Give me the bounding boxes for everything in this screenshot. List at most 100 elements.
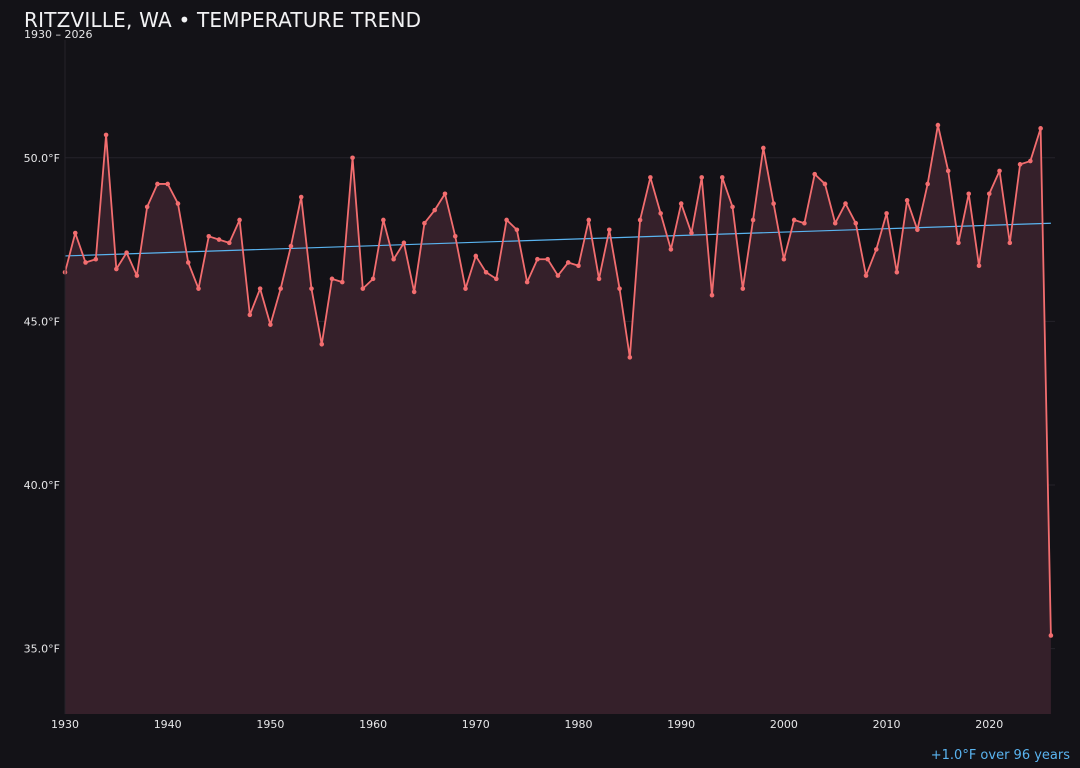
data-point	[411, 289, 417, 295]
data-point	[627, 355, 633, 360]
data-point	[555, 273, 561, 278]
trend-line-segment	[64, 222, 1051, 257]
x-tick-label: 1930	[51, 718, 79, 731]
data-point	[483, 270, 489, 275]
data-point	[175, 201, 181, 206]
data-point	[288, 243, 294, 249]
trend-line	[64, 222, 1051, 257]
data-point	[83, 260, 88, 265]
data-point	[350, 155, 355, 161]
data-point	[93, 256, 99, 262]
data-point	[247, 312, 253, 318]
data-point	[257, 286, 263, 291]
data-point	[565, 260, 571, 265]
data-point	[237, 217, 242, 223]
data-point	[822, 181, 828, 187]
data-point	[915, 227, 920, 233]
data-point	[668, 247, 674, 252]
data-point	[452, 234, 458, 239]
data-point	[545, 256, 550, 262]
data-point	[1007, 240, 1013, 246]
data-point	[648, 175, 653, 180]
x-tick-label: 1980	[564, 718, 592, 731]
data-point	[1038, 126, 1043, 131]
data-point	[278, 286, 283, 291]
data-point	[196, 286, 201, 291]
data-point	[925, 181, 930, 187]
data-point	[945, 168, 951, 174]
data-point	[781, 256, 787, 262]
y-tick-label: 40.0°F	[24, 479, 60, 492]
data-point	[956, 240, 961, 246]
data-point	[617, 286, 622, 291]
data-point	[863, 273, 869, 278]
data-point	[360, 286, 366, 291]
data-point	[771, 201, 776, 206]
data-point	[422, 220, 427, 226]
data-point	[155, 181, 160, 187]
x-tick-label: 1970	[462, 718, 490, 731]
data-points	[62, 122, 1054, 638]
data-point	[463, 286, 468, 291]
data-point	[904, 198, 910, 203]
y-tick-label: 50.0°F	[24, 152, 60, 165]
data-point	[761, 145, 766, 151]
trend-annotation: +1.0°F over 96 years	[930, 748, 1070, 763]
data-point	[329, 276, 335, 282]
x-tick-label: 1940	[154, 718, 182, 731]
data-point	[699, 175, 705, 180]
data-point	[103, 132, 109, 138]
data-point	[401, 240, 407, 246]
data-point	[802, 220, 807, 226]
data-point	[473, 253, 479, 259]
data-point	[442, 191, 448, 197]
x-tick-label: 1950	[256, 718, 284, 731]
data-point	[606, 227, 612, 233]
data-point	[586, 217, 592, 223]
data-point	[935, 122, 941, 128]
data-point	[719, 175, 725, 180]
data-point	[832, 220, 838, 226]
data-point	[524, 279, 530, 285]
data-point	[976, 263, 982, 269]
data-point	[114, 266, 119, 272]
data-point	[391, 256, 396, 262]
data-point	[576, 263, 581, 269]
x-tick-label: 2020	[975, 718, 1003, 731]
chart-subtitle: 1930 – 2026	[24, 28, 93, 41]
data-point	[319, 341, 325, 347]
x-tick-label: 1990	[667, 718, 695, 731]
data-point	[637, 217, 643, 223]
data-point	[596, 276, 602, 282]
data-point	[124, 250, 129, 255]
data-point	[206, 234, 212, 239]
x-tick-label: 2010	[873, 718, 901, 731]
data-point	[165, 181, 170, 187]
data-point	[884, 211, 889, 216]
data-point	[185, 260, 191, 265]
data-point	[709, 292, 715, 298]
data-point	[750, 217, 756, 223]
data-point	[1017, 162, 1023, 167]
data-point	[894, 270, 900, 275]
data-point	[227, 240, 232, 246]
series-area	[65, 125, 1051, 714]
data-point	[1028, 158, 1033, 164]
data-point	[432, 207, 438, 213]
data-point	[843, 201, 848, 206]
data-point	[309, 286, 314, 291]
data-point	[658, 211, 663, 216]
data-point	[381, 217, 386, 223]
data-point	[504, 217, 509, 223]
data-point	[966, 191, 972, 197]
data-point	[514, 227, 520, 233]
data-point	[216, 237, 222, 242]
data-point	[997, 168, 1002, 174]
axes: 35.0°F 40.0°F 45.0°F 50.0°F 1930 1940 1950 1960…	[24, 40, 1003, 731]
data-point	[730, 204, 735, 210]
data-point	[144, 204, 150, 210]
area-fill	[65, 125, 1051, 714]
y-tick-label: 35.0°F	[24, 643, 60, 656]
x-tick-label: 2000	[770, 718, 798, 731]
